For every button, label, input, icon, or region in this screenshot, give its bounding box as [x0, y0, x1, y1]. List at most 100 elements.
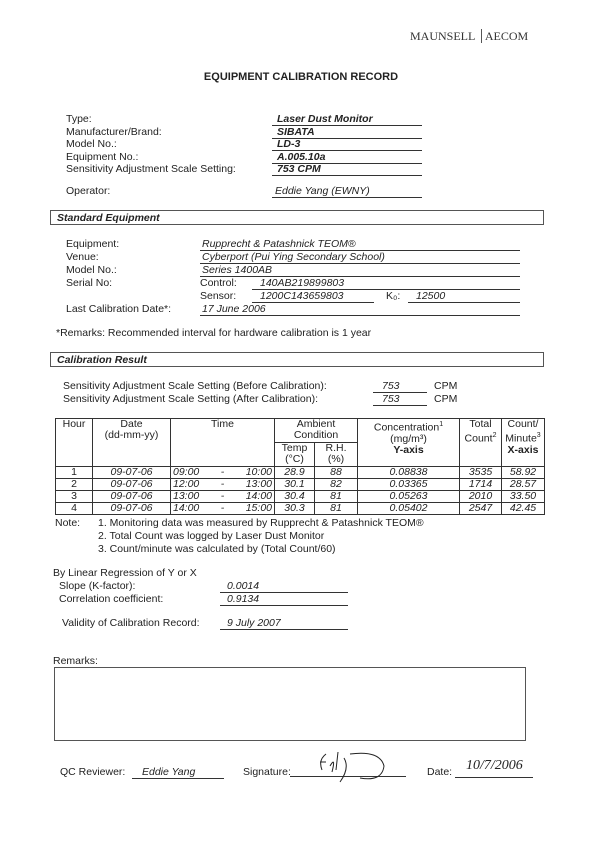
logo: MAUNSELL AECOM	[410, 29, 529, 43]
k0-value: 12500	[408, 290, 520, 303]
std-model-label: Model No.:	[66, 264, 117, 276]
sensor-label: Sensor:	[200, 290, 237, 302]
section-standard-equipment: Standard Equipment	[50, 210, 544, 225]
table-row: 2 09-07-06 12:00 - 13:00 30.1 82 0.03365…	[55, 478, 545, 491]
cell-hour: 4	[55, 502, 93, 515]
cell-count-per-minute: 28.57	[501, 478, 545, 491]
cell-dash: -	[216, 502, 229, 515]
cell-start: 13:00	[170, 490, 217, 503]
cell-temp: 30.3	[274, 502, 315, 515]
cell-rh: 81	[314, 490, 358, 503]
after-label: Sensitivity Adjustment Scale Setting (Af…	[63, 393, 319, 405]
operator-value: Eddie Yang (EWNY)	[272, 185, 422, 198]
cell-hour: 2	[55, 478, 93, 491]
col-rh: R.H. (%)	[314, 442, 358, 467]
cell-concentration: 0.08838	[357, 466, 460, 479]
cell-end: 14:00	[228, 490, 275, 503]
sensor-value: 1200C143659803	[252, 290, 374, 303]
cell-count-per-minute: 42.45	[501, 502, 545, 515]
cell-start: 14:00	[170, 502, 217, 515]
table-row: 1 09-07-06 09:00 - 10:00 28.9 88 0.08838…	[55, 466, 545, 479]
cell-temp: 30.4	[274, 490, 315, 503]
cell-start: 09:00	[170, 466, 217, 479]
validity-label: Validity of Calibration Record:	[62, 617, 200, 629]
std-model-value: Series 1400AB	[200, 264, 520, 277]
cell-concentration: 0.05402	[357, 502, 460, 515]
col-temp: Temp (°C)	[274, 442, 315, 467]
correlation-label: Correlation coefficient:	[59, 593, 164, 605]
col-ambient: Ambient Condition	[274, 418, 358, 443]
equipment-value: 753 CPM	[272, 163, 422, 176]
cell-rh: 81	[314, 502, 358, 515]
before-value: 753	[373, 380, 427, 393]
equipment-label: Model No.:	[66, 138, 117, 150]
before-label: Sensitivity Adjustment Scale Setting (Be…	[63, 380, 327, 392]
col-time: Time	[170, 418, 275, 467]
remarks-label: Remarks:	[53, 655, 98, 667]
reviewer-label: QC Reviewer:	[60, 766, 126, 778]
after-unit: CPM	[434, 393, 458, 405]
venue-label: Venue:	[66, 251, 99, 263]
cell-total-count: 2010	[459, 490, 502, 503]
section-calibration-result: Calibration Result	[50, 352, 544, 367]
before-unit: CPM	[434, 380, 458, 392]
date-value: 10/7/2006	[466, 758, 523, 773]
last-cal-label: Last Calibration Date*:	[66, 303, 172, 315]
note-label: Note:	[55, 517, 81, 529]
venue-value: Cyberport (Pui Ying Secondary School)	[200, 251, 520, 264]
signature-label: Signature:	[243, 766, 291, 778]
cell-hour: 1	[55, 466, 93, 479]
signature-line	[290, 776, 406, 777]
cell-concentration: 0.05263	[357, 490, 460, 503]
equipment-label: Manufacturer/Brand:	[66, 125, 162, 138]
date-line	[455, 777, 533, 778]
note-2: 2. Total Count was logged by Laser Dust …	[98, 530, 325, 542]
cell-total-count: 2547	[459, 502, 502, 515]
note-3: 3. Count/minute was calculated by (Total…	[98, 543, 336, 555]
col-hour: Hour	[55, 418, 93, 467]
regression-heading: By Linear Regression of Y or X	[53, 567, 197, 579]
equipment-label: Type:	[66, 113, 92, 125]
k0-label: K₀:	[386, 290, 401, 302]
last-cal-value: 17 June 2006	[200, 303, 520, 316]
calibration-table: Hour Date (dd-mm-yy) Time Ambient Conditi…	[55, 418, 545, 515]
note-1: 1. Monitoring data was measured by Ruppr…	[98, 517, 424, 529]
correlation-value: 0.9134	[220, 593, 348, 606]
serial-label: Serial No:	[66, 277, 113, 289]
handwritten-signature	[320, 751, 385, 783]
cell-count-per-minute: 33.50	[501, 490, 545, 503]
cell-date: 09-07-06	[92, 490, 171, 503]
cell-total-count: 3535	[459, 466, 502, 479]
after-value: 753	[373, 393, 427, 406]
cell-end: 13:00	[228, 478, 275, 491]
cell-end: 10:00	[228, 466, 275, 479]
cell-dash: -	[216, 466, 229, 479]
cell-end: 15:00	[228, 502, 275, 515]
validity-value: 9 July 2007	[220, 617, 348, 630]
remarks-box[interactable]	[54, 667, 526, 741]
cell-total-count: 1714	[459, 478, 502, 491]
cell-dash: -	[216, 490, 229, 503]
reviewer-value: Eddie Yang	[132, 766, 224, 779]
operator-label: Operator:	[66, 185, 111, 197]
col-total-count: Total Count2	[459, 418, 502, 467]
control-value: 140AB219899803	[252, 277, 520, 290]
cell-temp: 28.9	[274, 466, 315, 479]
equipment-label: Sensitivity Adjustment Scale Setting:	[66, 163, 236, 175]
cell-hour: 3	[55, 490, 93, 503]
cell-rh: 82	[314, 478, 358, 491]
recommended-interval-remark: *Remarks: Recommended interval for hardw…	[56, 327, 372, 339]
cell-count-per-minute: 58.92	[501, 466, 545, 479]
cell-date: 09-07-06	[92, 478, 171, 491]
cell-dash: -	[216, 478, 229, 491]
cell-concentration: 0.03365	[357, 478, 460, 491]
cell-rh: 88	[314, 466, 358, 479]
equipment-value: SIBATA	[272, 126, 422, 139]
col-concentration: Concentration1 (mg/m³) Y-axis	[357, 418, 460, 467]
table-row: 3 09-07-06 13:00 - 14:00 30.4 81 0.05263…	[55, 490, 545, 503]
equipment-label: Equipment No.:	[66, 150, 139, 163]
equipment-value: Laser Dust Monitor	[272, 113, 422, 126]
col-count-per-minute: Count/Minute3 X-axis	[501, 418, 545, 467]
std-equipment-value: Rupprecht & Patashnick TEOM®	[200, 238, 520, 251]
col-date: Date (dd-mm-yy)	[92, 418, 171, 467]
